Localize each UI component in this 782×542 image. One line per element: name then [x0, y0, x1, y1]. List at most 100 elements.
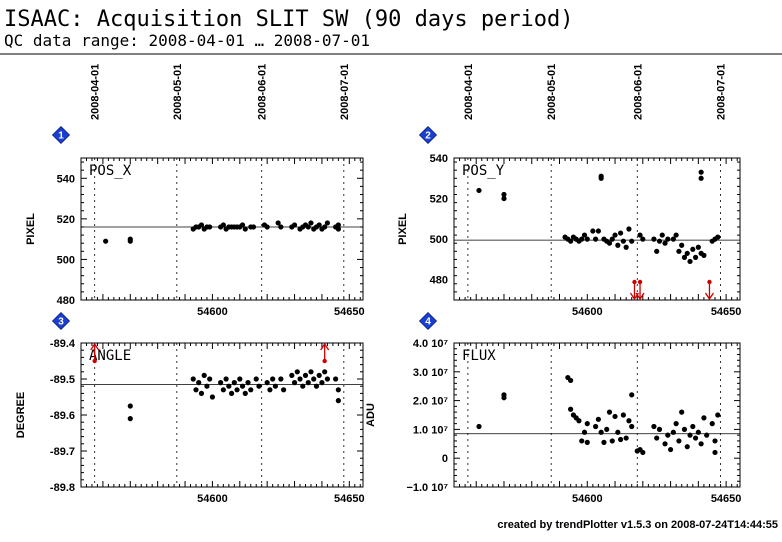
- date-label: 2008-07-01: [339, 64, 351, 120]
- data-point: [673, 232, 679, 238]
- y-tick-label: 4.0 10⁷: [413, 338, 449, 350]
- data-point: [316, 372, 322, 378]
- y-tick-label: 2.0 10⁷: [413, 396, 449, 408]
- page-subtitle: QC data range: 2008-04-01 … 2008-07-01: [4, 31, 370, 50]
- page-title: ISAAC: Acquisition SLIT SW (90 days peri…: [4, 7, 574, 32]
- data-point: [264, 380, 270, 386]
- panel-badge-number: 3: [58, 317, 64, 328]
- data-point: [684, 444, 690, 450]
- data-point: [220, 222, 226, 228]
- outlier-point: [92, 358, 97, 364]
- data-point: [698, 169, 704, 175]
- data-point: [609, 438, 615, 444]
- data-point: [226, 383, 232, 389]
- data-point: [618, 436, 624, 443]
- data-point: [308, 220, 314, 226]
- data-point: [629, 392, 635, 398]
- data-point: [264, 224, 270, 230]
- data-point: [640, 236, 646, 242]
- data-point: [701, 252, 707, 258]
- y-tick-label: -89.7: [50, 446, 75, 458]
- data-point: [278, 376, 284, 382]
- data-point: [601, 439, 607, 445]
- data-point: [670, 429, 676, 435]
- data-point: [228, 390, 235, 396]
- data-point: [207, 376, 213, 382]
- data-point: [659, 232, 665, 238]
- data-point: [204, 383, 210, 389]
- data-point: [333, 376, 339, 382]
- data-point: [692, 435, 699, 441]
- data-point: [242, 390, 248, 396]
- data-point: [242, 226, 248, 232]
- y-tick-label: -89.6: [50, 410, 75, 422]
- outlier-point: [637, 279, 643, 285]
- plot-frame: [453, 157, 741, 301]
- data-point: [297, 376, 303, 382]
- data-point: [335, 387, 341, 393]
- data-point: [656, 238, 663, 244]
- outlier-arrowhead: [704, 292, 714, 301]
- data-point: [300, 383, 306, 389]
- data-point: [629, 238, 635, 244]
- parameter-name: FLUX: [462, 348, 496, 364]
- data-point: [626, 226, 632, 232]
- date-label: 2008-06-01: [257, 64, 269, 120]
- data-point: [305, 380, 311, 386]
- data-point: [313, 383, 320, 389]
- data-point: [335, 222, 341, 228]
- outlier-arrowhead: [90, 342, 100, 351]
- data-point: [620, 412, 626, 418]
- data-point: [267, 387, 273, 393]
- date-label: 2008-05-01: [546, 64, 558, 120]
- data-point: [568, 238, 574, 244]
- data-point: [256, 383, 262, 389]
- data-point: [715, 412, 721, 418]
- outlier-point: [322, 358, 327, 364]
- data-point: [272, 383, 278, 389]
- data-point: [679, 409, 685, 415]
- x-tick-label: 54650: [334, 493, 365, 505]
- data-point: [640, 449, 646, 456]
- data-point: [198, 390, 205, 396]
- data-point: [239, 383, 246, 389]
- data-point: [335, 226, 341, 232]
- footer-credit: created by trendPlotter v1.5.3 on 2008-0…: [497, 519, 778, 531]
- y-tick-label: 540: [57, 173, 75, 185]
- panel-badge-icon: [418, 311, 438, 331]
- data-point: [715, 234, 721, 240]
- data-point: [681, 426, 688, 432]
- parameter-name: ANGLE: [89, 348, 131, 364]
- data-point: [595, 416, 601, 422]
- data-point: [665, 236, 671, 242]
- data-point: [692, 254, 699, 260]
- data-point: [305, 224, 311, 230]
- data-point: [207, 224, 213, 230]
- y-tick-label: 500: [57, 254, 75, 266]
- panel-badge-icon: [51, 125, 71, 145]
- y-tick-label: 480: [57, 295, 75, 307]
- y-axis-label: ADU: [365, 403, 377, 427]
- data-point: [322, 369, 328, 375]
- data-point: [629, 423, 635, 430]
- plot-frame: [453, 342, 741, 488]
- parameter-name: POS_Y: [462, 163, 505, 179]
- data-point: [127, 236, 133, 242]
- data-point: [593, 423, 599, 430]
- data-point: [615, 429, 621, 435]
- data-point: [651, 236, 657, 242]
- data-point: [670, 236, 676, 242]
- data-point: [250, 224, 257, 230]
- data-point: [308, 369, 314, 375]
- data-point: [324, 220, 331, 226]
- data-point: [656, 426, 663, 432]
- x-tick-label: 54600: [572, 493, 603, 505]
- data-point: [196, 380, 202, 386]
- data-point: [581, 232, 588, 238]
- y-tick-label: 540: [430, 153, 448, 165]
- x-tick-label: 54600: [197, 493, 228, 505]
- plot-frame: [80, 342, 364, 488]
- y-tick-label: -89.5: [50, 374, 75, 386]
- data-point: [612, 413, 618, 420]
- data-point: [193, 387, 199, 393]
